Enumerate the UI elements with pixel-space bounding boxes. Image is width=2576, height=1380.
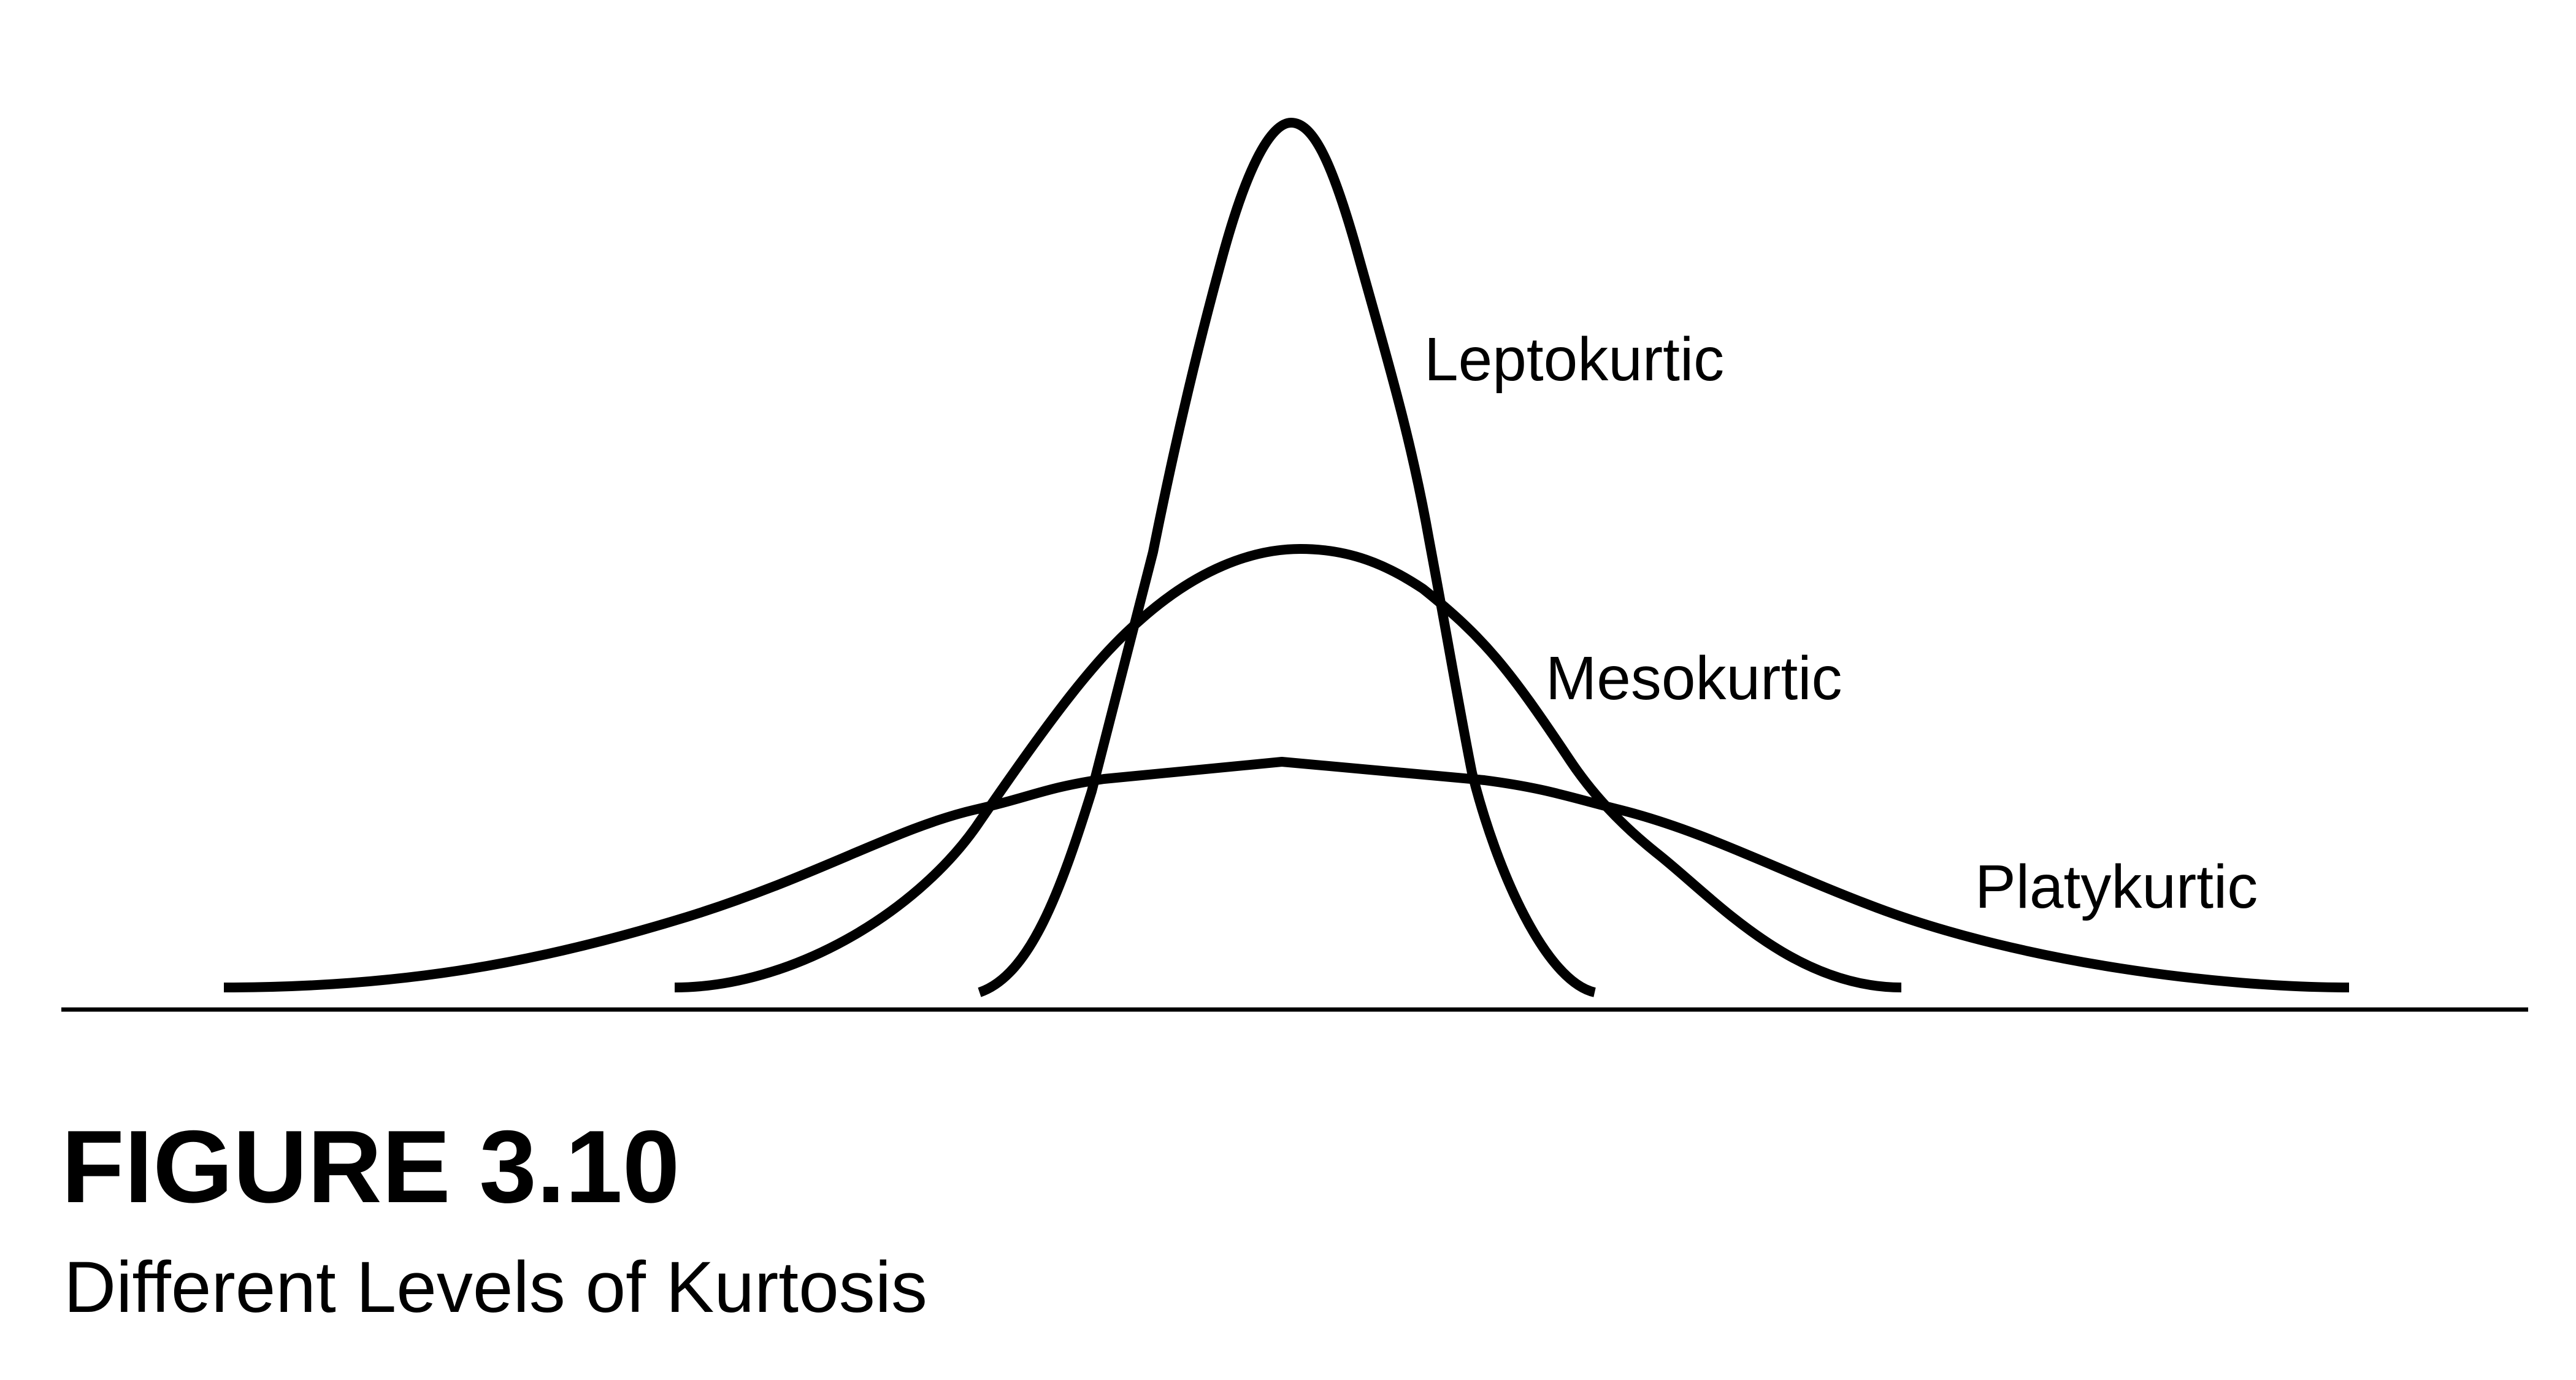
figure-caption: Different Levels of Kurtosis <box>64 1247 927 1328</box>
figure-number: FIGURE 3.10 <box>61 1109 680 1224</box>
leptokurtic-label: Leptokurtic <box>1424 325 1724 394</box>
platykurtic-curve <box>223 757 2350 992</box>
mesokurtic-curve <box>674 544 1902 992</box>
mesokurtic-label: Mesokurtic <box>1546 644 1842 713</box>
leptokurtic-curve <box>978 118 1597 997</box>
platykurtic-label: Platykurtic <box>1975 853 2258 921</box>
